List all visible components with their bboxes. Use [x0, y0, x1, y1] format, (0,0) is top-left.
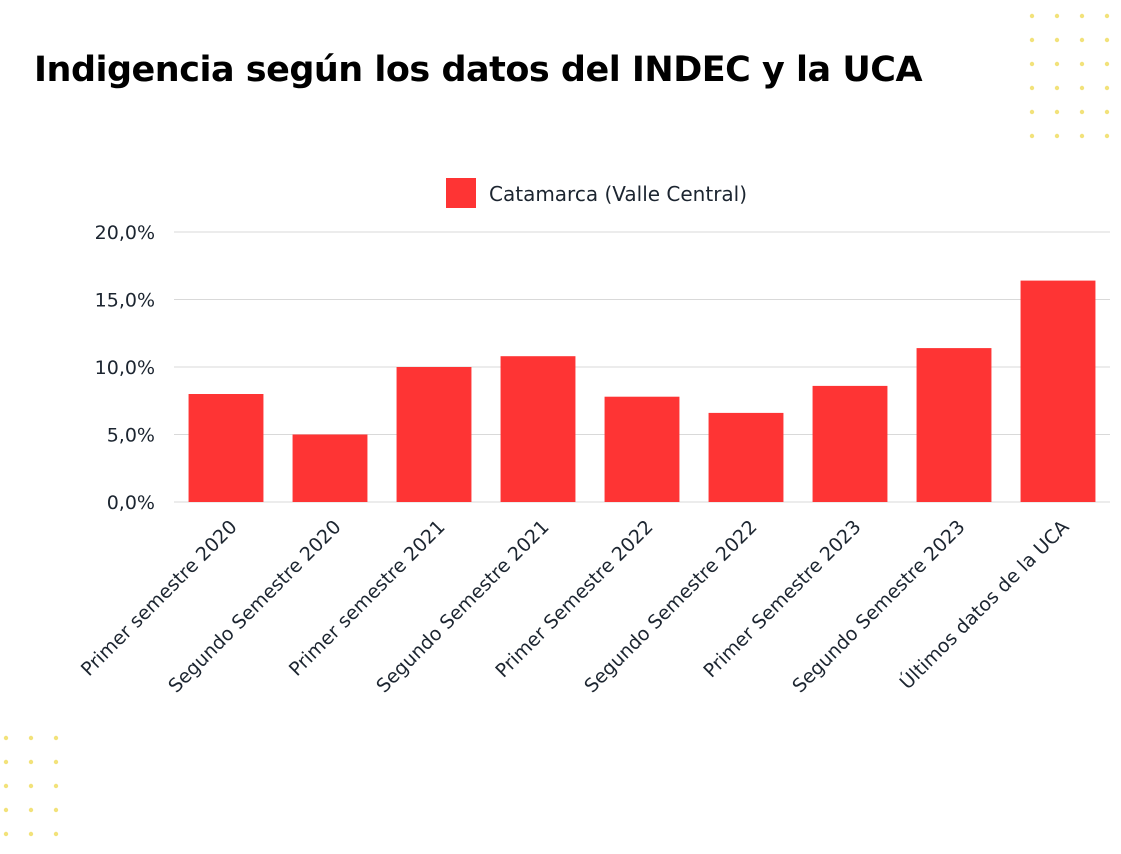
y-tick-label: 10,0% [95, 357, 155, 379]
decor-dot [53, 759, 59, 765]
decor-dot [1029, 133, 1035, 139]
decor-dot [1104, 37, 1110, 43]
decor-dot [1104, 109, 1110, 115]
decor-dot [1054, 13, 1060, 19]
bar [708, 412, 784, 502]
x-tick-label: Segundo Semestre 2021 [372, 516, 553, 697]
bar [812, 385, 888, 502]
x-tick-label: Últimos datos de la UCA [894, 515, 1073, 694]
decor-dot [1104, 61, 1110, 67]
decor-dot [1054, 61, 1060, 67]
decor-dot [1079, 85, 1085, 91]
y-tick-label: 15,0% [95, 290, 155, 312]
decor-dot [53, 831, 59, 837]
decor-dot [1079, 109, 1085, 115]
chart-title: Indigencia según los datos del INDEC y l… [34, 50, 923, 90]
legend-swatch [446, 178, 476, 208]
bar [916, 348, 992, 502]
decor-dot [3, 807, 9, 813]
bar [1020, 280, 1096, 502]
decor-dot [28, 783, 34, 789]
decor-dot [1029, 13, 1035, 19]
decor-dot [1054, 85, 1060, 91]
x-tick-label: Segundo Semestre 2022 [580, 516, 761, 697]
x-tick-label: Segundo Semestre 2020 [164, 516, 345, 697]
y-axis-ticks: 0,0% 5,0% 10,0% 15,0% 20,0% [95, 222, 155, 514]
decor-dot [28, 807, 34, 813]
decor-dot [1079, 133, 1085, 139]
decor-dot [28, 735, 34, 741]
bar [292, 434, 368, 502]
decor-dot [53, 783, 59, 789]
decor-dot [3, 831, 9, 837]
decor-dot [1054, 37, 1060, 43]
decor-dot [3, 783, 9, 789]
decor-dot [1054, 109, 1060, 115]
decor-dot [1079, 61, 1085, 67]
decor-dot [3, 759, 9, 765]
decor-dot [1054, 133, 1060, 139]
decor-dot [1029, 61, 1035, 67]
decor-dot [3, 735, 9, 741]
bar [500, 356, 576, 502]
decor-dot [1029, 85, 1035, 91]
decor-dot [1104, 133, 1110, 139]
decor-dot [1104, 85, 1110, 91]
legend: Catamarca (Valle Central) [446, 178, 747, 208]
legend-label: Catamarca (Valle Central) [489, 182, 747, 206]
bar [188, 394, 264, 502]
decor-dot [1079, 37, 1085, 43]
y-tick-label: 5,0% [107, 425, 155, 447]
decor-dot [28, 831, 34, 837]
decor-dot [53, 735, 59, 741]
bar [396, 367, 472, 502]
decor-dot [1079, 13, 1085, 19]
decor-dot [1029, 37, 1035, 43]
bar [604, 396, 680, 502]
decorative-dot-pattern [3, 13, 1110, 837]
decor-dot [53, 807, 59, 813]
y-tick-label: 0,0% [107, 492, 155, 514]
decor-dot [28, 759, 34, 765]
decor-dot [1029, 109, 1035, 115]
bars [188, 280, 1096, 502]
y-tick-label: 20,0% [95, 222, 155, 244]
x-tick-label: Segundo Semestre 2023 [788, 516, 969, 697]
decor-dot [1104, 13, 1110, 19]
